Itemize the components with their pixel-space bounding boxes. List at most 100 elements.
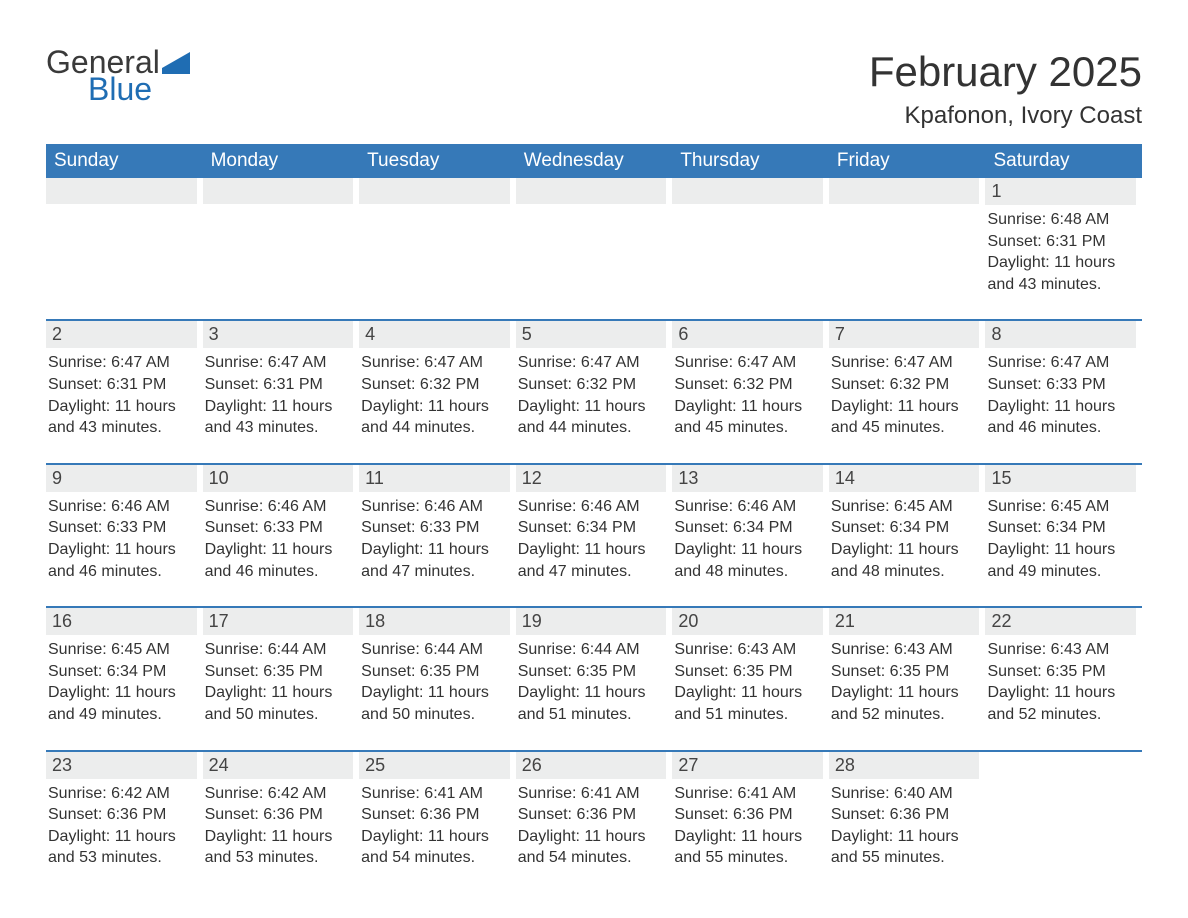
calendar-day: 13Sunrise: 6:46 AMSunset: 6:34 PMDayligh… bbox=[672, 465, 829, 590]
day-number bbox=[203, 178, 354, 204]
calendar-day: 11Sunrise: 6:46 AMSunset: 6:33 PMDayligh… bbox=[359, 465, 516, 590]
calendar-day: 18Sunrise: 6:44 AMSunset: 6:35 PMDayligh… bbox=[359, 608, 516, 733]
dow-cell: Saturday bbox=[985, 144, 1142, 178]
daylight-text: Daylight: 11 hours and 55 minutes. bbox=[674, 826, 819, 869]
daylight-text: Daylight: 11 hours and 47 minutes. bbox=[518, 539, 663, 582]
day-number: 9 bbox=[46, 465, 197, 492]
day-number bbox=[516, 178, 667, 204]
calendar-day bbox=[359, 178, 516, 303]
calendar-day bbox=[985, 752, 1142, 877]
day-details: Sunrise: 6:48 AMSunset: 6:31 PMDaylight:… bbox=[985, 205, 1136, 295]
daylight-text: Daylight: 11 hours and 44 minutes. bbox=[518, 396, 663, 439]
sunset-text: Sunset: 6:35 PM bbox=[518, 661, 663, 683]
sunrise-text: Sunrise: 6:47 AM bbox=[48, 352, 193, 374]
sunset-text: Sunset: 6:34 PM bbox=[831, 517, 976, 539]
sunset-text: Sunset: 6:33 PM bbox=[48, 517, 193, 539]
day-details: Sunrise: 6:41 AMSunset: 6:36 PMDaylight:… bbox=[516, 779, 667, 869]
sunrise-text: Sunrise: 6:41 AM bbox=[518, 783, 663, 805]
sunset-text: Sunset: 6:35 PM bbox=[205, 661, 350, 683]
day-number: 13 bbox=[672, 465, 823, 492]
daylight-text: Daylight: 11 hours and 43 minutes. bbox=[987, 252, 1132, 295]
sunrise-text: Sunrise: 6:46 AM bbox=[205, 496, 350, 518]
sunset-text: Sunset: 6:35 PM bbox=[674, 661, 819, 683]
sunset-text: Sunset: 6:34 PM bbox=[674, 517, 819, 539]
dow-cell: Thursday bbox=[672, 144, 829, 178]
calendar-day: 8Sunrise: 6:47 AMSunset: 6:33 PMDaylight… bbox=[985, 321, 1142, 446]
sunrise-text: Sunrise: 6:41 AM bbox=[674, 783, 819, 805]
sunrise-text: Sunrise: 6:44 AM bbox=[205, 639, 350, 661]
sunrise-text: Sunrise: 6:42 AM bbox=[205, 783, 350, 805]
calendar-day bbox=[46, 178, 203, 303]
sunrise-text: Sunrise: 6:43 AM bbox=[674, 639, 819, 661]
day-details: Sunrise: 6:45 AMSunset: 6:34 PMDaylight:… bbox=[985, 492, 1136, 582]
day-number: 1 bbox=[985, 178, 1136, 205]
daylight-text: Daylight: 11 hours and 52 minutes. bbox=[987, 682, 1132, 725]
dow-cell: Monday bbox=[203, 144, 360, 178]
day-details: Sunrise: 6:46 AMSunset: 6:33 PMDaylight:… bbox=[203, 492, 354, 582]
calendar-week: 23Sunrise: 6:42 AMSunset: 6:36 PMDayligh… bbox=[46, 750, 1142, 877]
day-details: Sunrise: 6:42 AMSunset: 6:36 PMDaylight:… bbox=[203, 779, 354, 869]
daylight-text: Daylight: 11 hours and 46 minutes. bbox=[48, 539, 193, 582]
day-details: Sunrise: 6:47 AMSunset: 6:31 PMDaylight:… bbox=[203, 348, 354, 438]
day-number: 22 bbox=[985, 608, 1136, 635]
day-number: 28 bbox=[829, 752, 980, 779]
calendar-day: 2Sunrise: 6:47 AMSunset: 6:31 PMDaylight… bbox=[46, 321, 203, 446]
daylight-text: Daylight: 11 hours and 49 minutes. bbox=[987, 539, 1132, 582]
location-subtitle: Kpafonon, Ivory Coast bbox=[869, 102, 1142, 130]
sunrise-text: Sunrise: 6:47 AM bbox=[518, 352, 663, 374]
day-number: 7 bbox=[829, 321, 980, 348]
sunset-text: Sunset: 6:33 PM bbox=[987, 374, 1132, 396]
calendar-day: 28Sunrise: 6:40 AMSunset: 6:36 PMDayligh… bbox=[829, 752, 986, 877]
day-number: 8 bbox=[985, 321, 1136, 348]
calendar-day: 6Sunrise: 6:47 AMSunset: 6:32 PMDaylight… bbox=[672, 321, 829, 446]
month-title: February 2025 bbox=[869, 48, 1142, 96]
calendar: Sunday Monday Tuesday Wednesday Thursday… bbox=[46, 144, 1142, 877]
calendar-day: 4Sunrise: 6:47 AMSunset: 6:32 PMDaylight… bbox=[359, 321, 516, 446]
sunrise-text: Sunrise: 6:40 AM bbox=[831, 783, 976, 805]
sunset-text: Sunset: 6:31 PM bbox=[48, 374, 193, 396]
sunset-text: Sunset: 6:34 PM bbox=[48, 661, 193, 683]
day-number: 6 bbox=[672, 321, 823, 348]
sunset-text: Sunset: 6:34 PM bbox=[518, 517, 663, 539]
dow-cell: Friday bbox=[829, 144, 986, 178]
day-number: 26 bbox=[516, 752, 667, 779]
day-details: Sunrise: 6:46 AMSunset: 6:34 PMDaylight:… bbox=[672, 492, 823, 582]
day-number: 4 bbox=[359, 321, 510, 348]
calendar-day: 1Sunrise: 6:48 AMSunset: 6:31 PMDaylight… bbox=[985, 178, 1142, 303]
day-number: 21 bbox=[829, 608, 980, 635]
daylight-text: Daylight: 11 hours and 48 minutes. bbox=[674, 539, 819, 582]
page-header: General Blue February 2025 Kpafonon, Ivo… bbox=[46, 48, 1142, 130]
calendar-day: 3Sunrise: 6:47 AMSunset: 6:31 PMDaylight… bbox=[203, 321, 360, 446]
day-number bbox=[829, 178, 980, 204]
day-number: 3 bbox=[203, 321, 354, 348]
day-details: Sunrise: 6:47 AMSunset: 6:33 PMDaylight:… bbox=[985, 348, 1136, 438]
daylight-text: Daylight: 11 hours and 43 minutes. bbox=[205, 396, 350, 439]
sunrise-text: Sunrise: 6:45 AM bbox=[987, 496, 1132, 518]
sunset-text: Sunset: 6:31 PM bbox=[987, 231, 1132, 253]
sunset-text: Sunset: 6:32 PM bbox=[518, 374, 663, 396]
daylight-text: Daylight: 11 hours and 46 minutes. bbox=[205, 539, 350, 582]
day-number: 17 bbox=[203, 608, 354, 635]
sunrise-text: Sunrise: 6:41 AM bbox=[361, 783, 506, 805]
day-details: Sunrise: 6:46 AMSunset: 6:34 PMDaylight:… bbox=[516, 492, 667, 582]
calendar-day: 27Sunrise: 6:41 AMSunset: 6:36 PMDayligh… bbox=[672, 752, 829, 877]
daylight-text: Daylight: 11 hours and 53 minutes. bbox=[205, 826, 350, 869]
day-details: Sunrise: 6:44 AMSunset: 6:35 PMDaylight:… bbox=[203, 635, 354, 725]
sunrise-text: Sunrise: 6:47 AM bbox=[831, 352, 976, 374]
sunrise-text: Sunrise: 6:46 AM bbox=[361, 496, 506, 518]
daylight-text: Daylight: 11 hours and 51 minutes. bbox=[674, 682, 819, 725]
sunrise-text: Sunrise: 6:46 AM bbox=[674, 496, 819, 518]
sunrise-text: Sunrise: 6:45 AM bbox=[48, 639, 193, 661]
day-details: Sunrise: 6:42 AMSunset: 6:36 PMDaylight:… bbox=[46, 779, 197, 869]
daylight-text: Daylight: 11 hours and 50 minutes. bbox=[361, 682, 506, 725]
calendar-day: 12Sunrise: 6:46 AMSunset: 6:34 PMDayligh… bbox=[516, 465, 673, 590]
daylight-text: Daylight: 11 hours and 52 minutes. bbox=[831, 682, 976, 725]
day-number: 23 bbox=[46, 752, 197, 779]
calendar-day: 9Sunrise: 6:46 AMSunset: 6:33 PMDaylight… bbox=[46, 465, 203, 590]
day-number: 18 bbox=[359, 608, 510, 635]
day-details: Sunrise: 6:46 AMSunset: 6:33 PMDaylight:… bbox=[359, 492, 510, 582]
day-details: Sunrise: 6:45 AMSunset: 6:34 PMDaylight:… bbox=[829, 492, 980, 582]
brand-logo: General Blue bbox=[46, 48, 190, 104]
sunset-text: Sunset: 6:34 PM bbox=[987, 517, 1132, 539]
dow-cell: Tuesday bbox=[359, 144, 516, 178]
